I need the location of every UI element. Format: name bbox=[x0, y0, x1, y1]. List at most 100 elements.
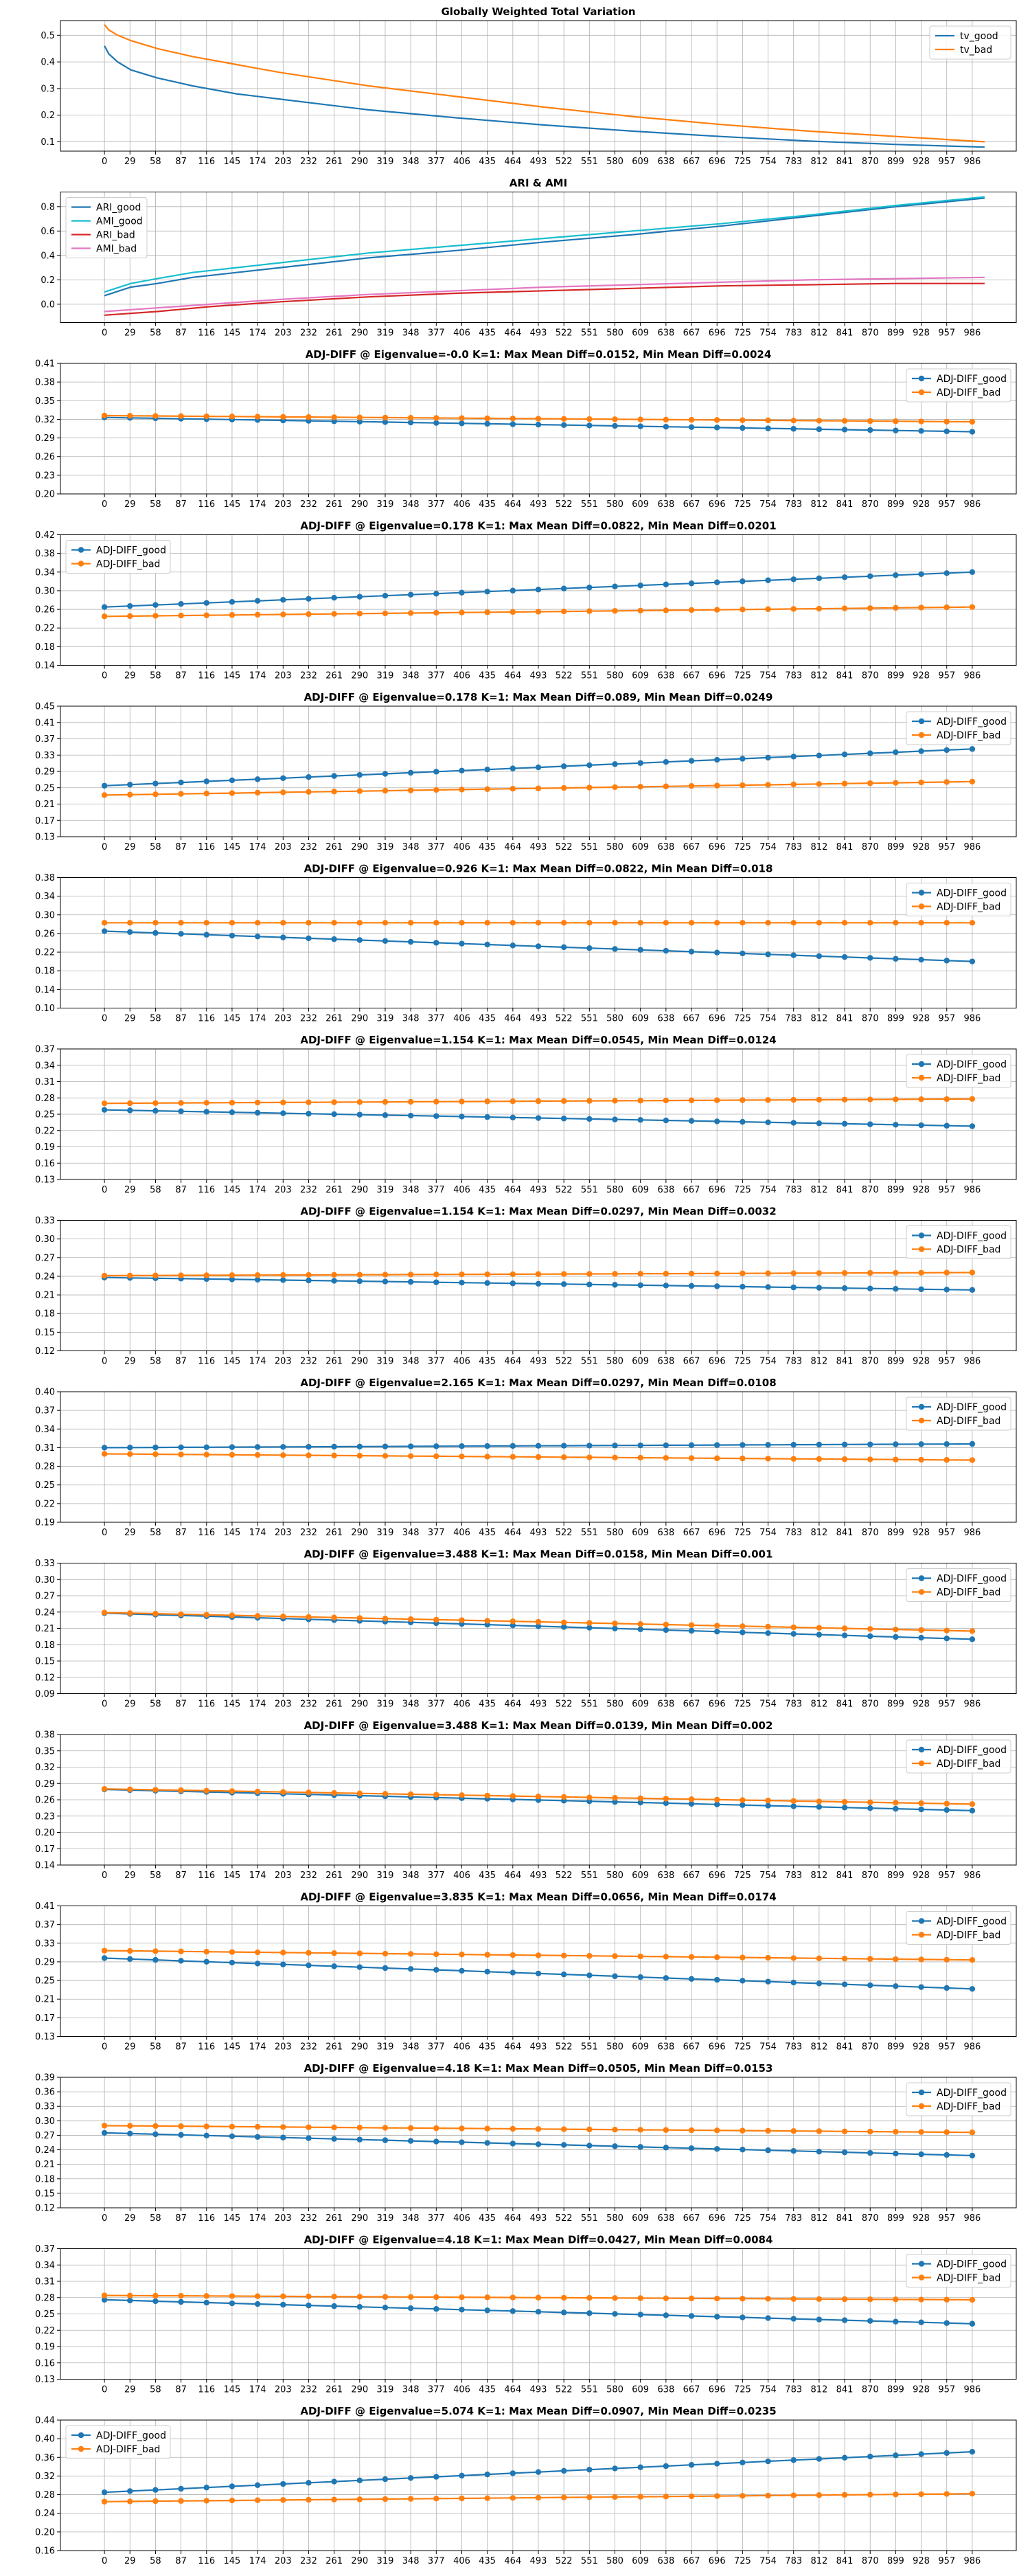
data-point-ADJ-DIFF_bad bbox=[407, 1616, 414, 1623]
data-point-ADJ-DIFF_good bbox=[254, 2482, 261, 2488]
x-tick-label: 783 bbox=[785, 2213, 802, 2224]
data-point-ADJ-DIFF_bad bbox=[152, 920, 159, 926]
legend-label-ADJ-DIFF_good: ADJ-DIFF_good bbox=[937, 2259, 1007, 2270]
data-point-ADJ-DIFF_good bbox=[229, 2483, 236, 2489]
legend-marker-ADJ-DIFF_good bbox=[78, 2432, 84, 2439]
y-tick-label: 0.26 bbox=[35, 929, 55, 939]
x-tick-label: 986 bbox=[963, 2385, 981, 2395]
data-point-ADJ-DIFF_bad bbox=[560, 1271, 567, 1277]
y-tick-label: 0.33 bbox=[35, 751, 55, 761]
data-point-ADJ-DIFF_bad bbox=[127, 2498, 133, 2505]
x-tick-label: 783 bbox=[785, 671, 802, 681]
data-point-ADJ-DIFF_good bbox=[203, 1444, 209, 1450]
data-point-ADJ-DIFF_good bbox=[688, 1976, 695, 1982]
x-tick-label: 899 bbox=[887, 1871, 904, 1881]
x-tick-label: 609 bbox=[632, 328, 649, 339]
x-tick-label: 319 bbox=[377, 2213, 394, 2224]
data-point-ADJ-DIFF_bad bbox=[280, 611, 286, 618]
x-tick-label: 928 bbox=[913, 2385, 930, 2395]
x-tick-label: 609 bbox=[632, 1014, 649, 1024]
data-point-ADJ-DIFF_good bbox=[459, 1967, 465, 1974]
data-point-ADJ-DIFF_bad bbox=[612, 1454, 618, 1460]
x-tick-label: 145 bbox=[224, 157, 241, 167]
data-point-ADJ-DIFF_bad bbox=[459, 609, 465, 615]
data-point-ADJ-DIFF_good bbox=[713, 2461, 720, 2467]
data-point-ADJ-DIFF_bad bbox=[407, 1951, 414, 1957]
x-tick-label: 174 bbox=[249, 2213, 266, 2224]
plot-frame bbox=[60, 363, 1017, 495]
x-tick-label: 464 bbox=[504, 2042, 521, 2053]
data-point-ADJ-DIFF_bad bbox=[893, 2492, 899, 2498]
legend-box bbox=[65, 540, 171, 574]
data-point-ADJ-DIFF_bad bbox=[637, 2494, 643, 2500]
data-point-ADJ-DIFF_bad bbox=[101, 2498, 108, 2505]
x-tick-label: 522 bbox=[556, 2385, 573, 2395]
data-point-ADJ-DIFF_bad bbox=[331, 1789, 337, 1796]
x-tick-label: 580 bbox=[606, 842, 623, 852]
x-tick-label: 638 bbox=[657, 2385, 674, 2395]
data-point-ADJ-DIFF_bad bbox=[178, 1948, 184, 1955]
data-point-ADJ-DIFF_good bbox=[765, 2147, 771, 2154]
legend-box bbox=[906, 711, 1011, 745]
x-tick-label: 957 bbox=[938, 157, 955, 167]
chart-title: ADJ-DIFF @ Eigenvalue=4.18 K=1: Max Mean… bbox=[304, 2234, 773, 2246]
y-tick-label: 0.33 bbox=[35, 2102, 55, 2112]
x-tick-label: 870 bbox=[862, 842, 879, 852]
data-point-ADJ-DIFF_good bbox=[484, 1280, 490, 1286]
y-tick-label: 0.33 bbox=[35, 1559, 55, 1569]
x-tick-label: 493 bbox=[530, 671, 547, 681]
series-line-ARI_bad bbox=[104, 282, 985, 316]
data-point-ADJ-DIFF_bad bbox=[969, 1957, 976, 1963]
data-point-ADJ-DIFF_bad bbox=[790, 1456, 797, 1462]
x-tick-label: 145 bbox=[224, 2385, 241, 2395]
data-point-ADJ-DIFF_bad bbox=[178, 413, 184, 419]
data-point-ADJ-DIFF_bad bbox=[407, 610, 414, 616]
data-point-ADJ-DIFF_good bbox=[765, 2458, 771, 2465]
data-point-ADJ-DIFF_good bbox=[152, 780, 159, 787]
x-tick-label: 348 bbox=[402, 1528, 420, 1538]
x-tick-label: 145 bbox=[224, 1871, 241, 1881]
data-point-ADJ-DIFF_bad bbox=[254, 1099, 261, 1106]
x-tick-label: 261 bbox=[325, 2385, 343, 2395]
data-point-ADJ-DIFF_bad bbox=[586, 920, 593, 926]
x-tick-label: 928 bbox=[913, 1699, 930, 1710]
data-point-ADJ-DIFF_bad bbox=[331, 1272, 337, 1278]
data-point-ADJ-DIFF_bad bbox=[918, 2129, 924, 2135]
x-tick-label: 812 bbox=[810, 1871, 827, 1881]
y-tick-label: 0.15 bbox=[35, 1657, 55, 1667]
x-tick-label: 870 bbox=[862, 1871, 879, 1881]
x-tick-label: 493 bbox=[530, 1699, 547, 1710]
x-tick-label: 435 bbox=[479, 157, 496, 167]
data-point-ADJ-DIFF_bad bbox=[407, 787, 414, 793]
x-tick-label: 174 bbox=[249, 2385, 266, 2395]
data-point-ADJ-DIFF_bad bbox=[893, 780, 899, 786]
x-tick-label: 29 bbox=[124, 1357, 136, 1367]
data-point-ADJ-DIFF_good bbox=[893, 1634, 899, 1640]
data-point-ADJ-DIFF_good bbox=[510, 1969, 516, 1976]
data-point-ADJ-DIFF_good bbox=[356, 594, 363, 600]
legend-marker-ADJ-DIFF_bad bbox=[78, 561, 84, 567]
x-tick-label: 493 bbox=[530, 1185, 547, 1195]
data-point-ADJ-DIFF_bad bbox=[433, 415, 439, 421]
data-point-ADJ-DIFF_bad bbox=[637, 1795, 643, 1802]
data-point-ADJ-DIFF_bad bbox=[586, 2494, 593, 2500]
x-tick-label: 377 bbox=[428, 2556, 445, 2566]
legend-marker-ADJ-DIFF_good bbox=[918, 2089, 925, 2096]
legend-label-ADJ-DIFF_bad: ADJ-DIFF_bad bbox=[937, 1588, 1000, 1598]
x-tick-label: 551 bbox=[581, 842, 598, 852]
data-point-ADJ-DIFF_good bbox=[688, 1118, 695, 1124]
data-point-ADJ-DIFF_bad bbox=[382, 2496, 389, 2502]
y-tick-label: 0.4 bbox=[41, 58, 55, 68]
data-point-ADJ-DIFF_bad bbox=[178, 2498, 184, 2504]
x-tick-label: 0 bbox=[102, 1357, 107, 1367]
legend-marker-ADJ-DIFF_bad bbox=[918, 1760, 925, 1767]
data-point-ADJ-DIFF_bad bbox=[713, 1796, 720, 1803]
x-tick-label: 464 bbox=[504, 842, 521, 852]
data-point-ADJ-DIFF_good bbox=[280, 1110, 286, 1116]
data-point-ADJ-DIFF_good bbox=[127, 2488, 133, 2494]
x-tick-label: 841 bbox=[836, 1185, 854, 1195]
legend-box bbox=[929, 25, 1011, 60]
x-tick-label: 870 bbox=[862, 1699, 879, 1710]
data-point-ADJ-DIFF_good bbox=[918, 2151, 924, 2158]
data-point-ADJ-DIFF_bad bbox=[688, 1270, 695, 1277]
